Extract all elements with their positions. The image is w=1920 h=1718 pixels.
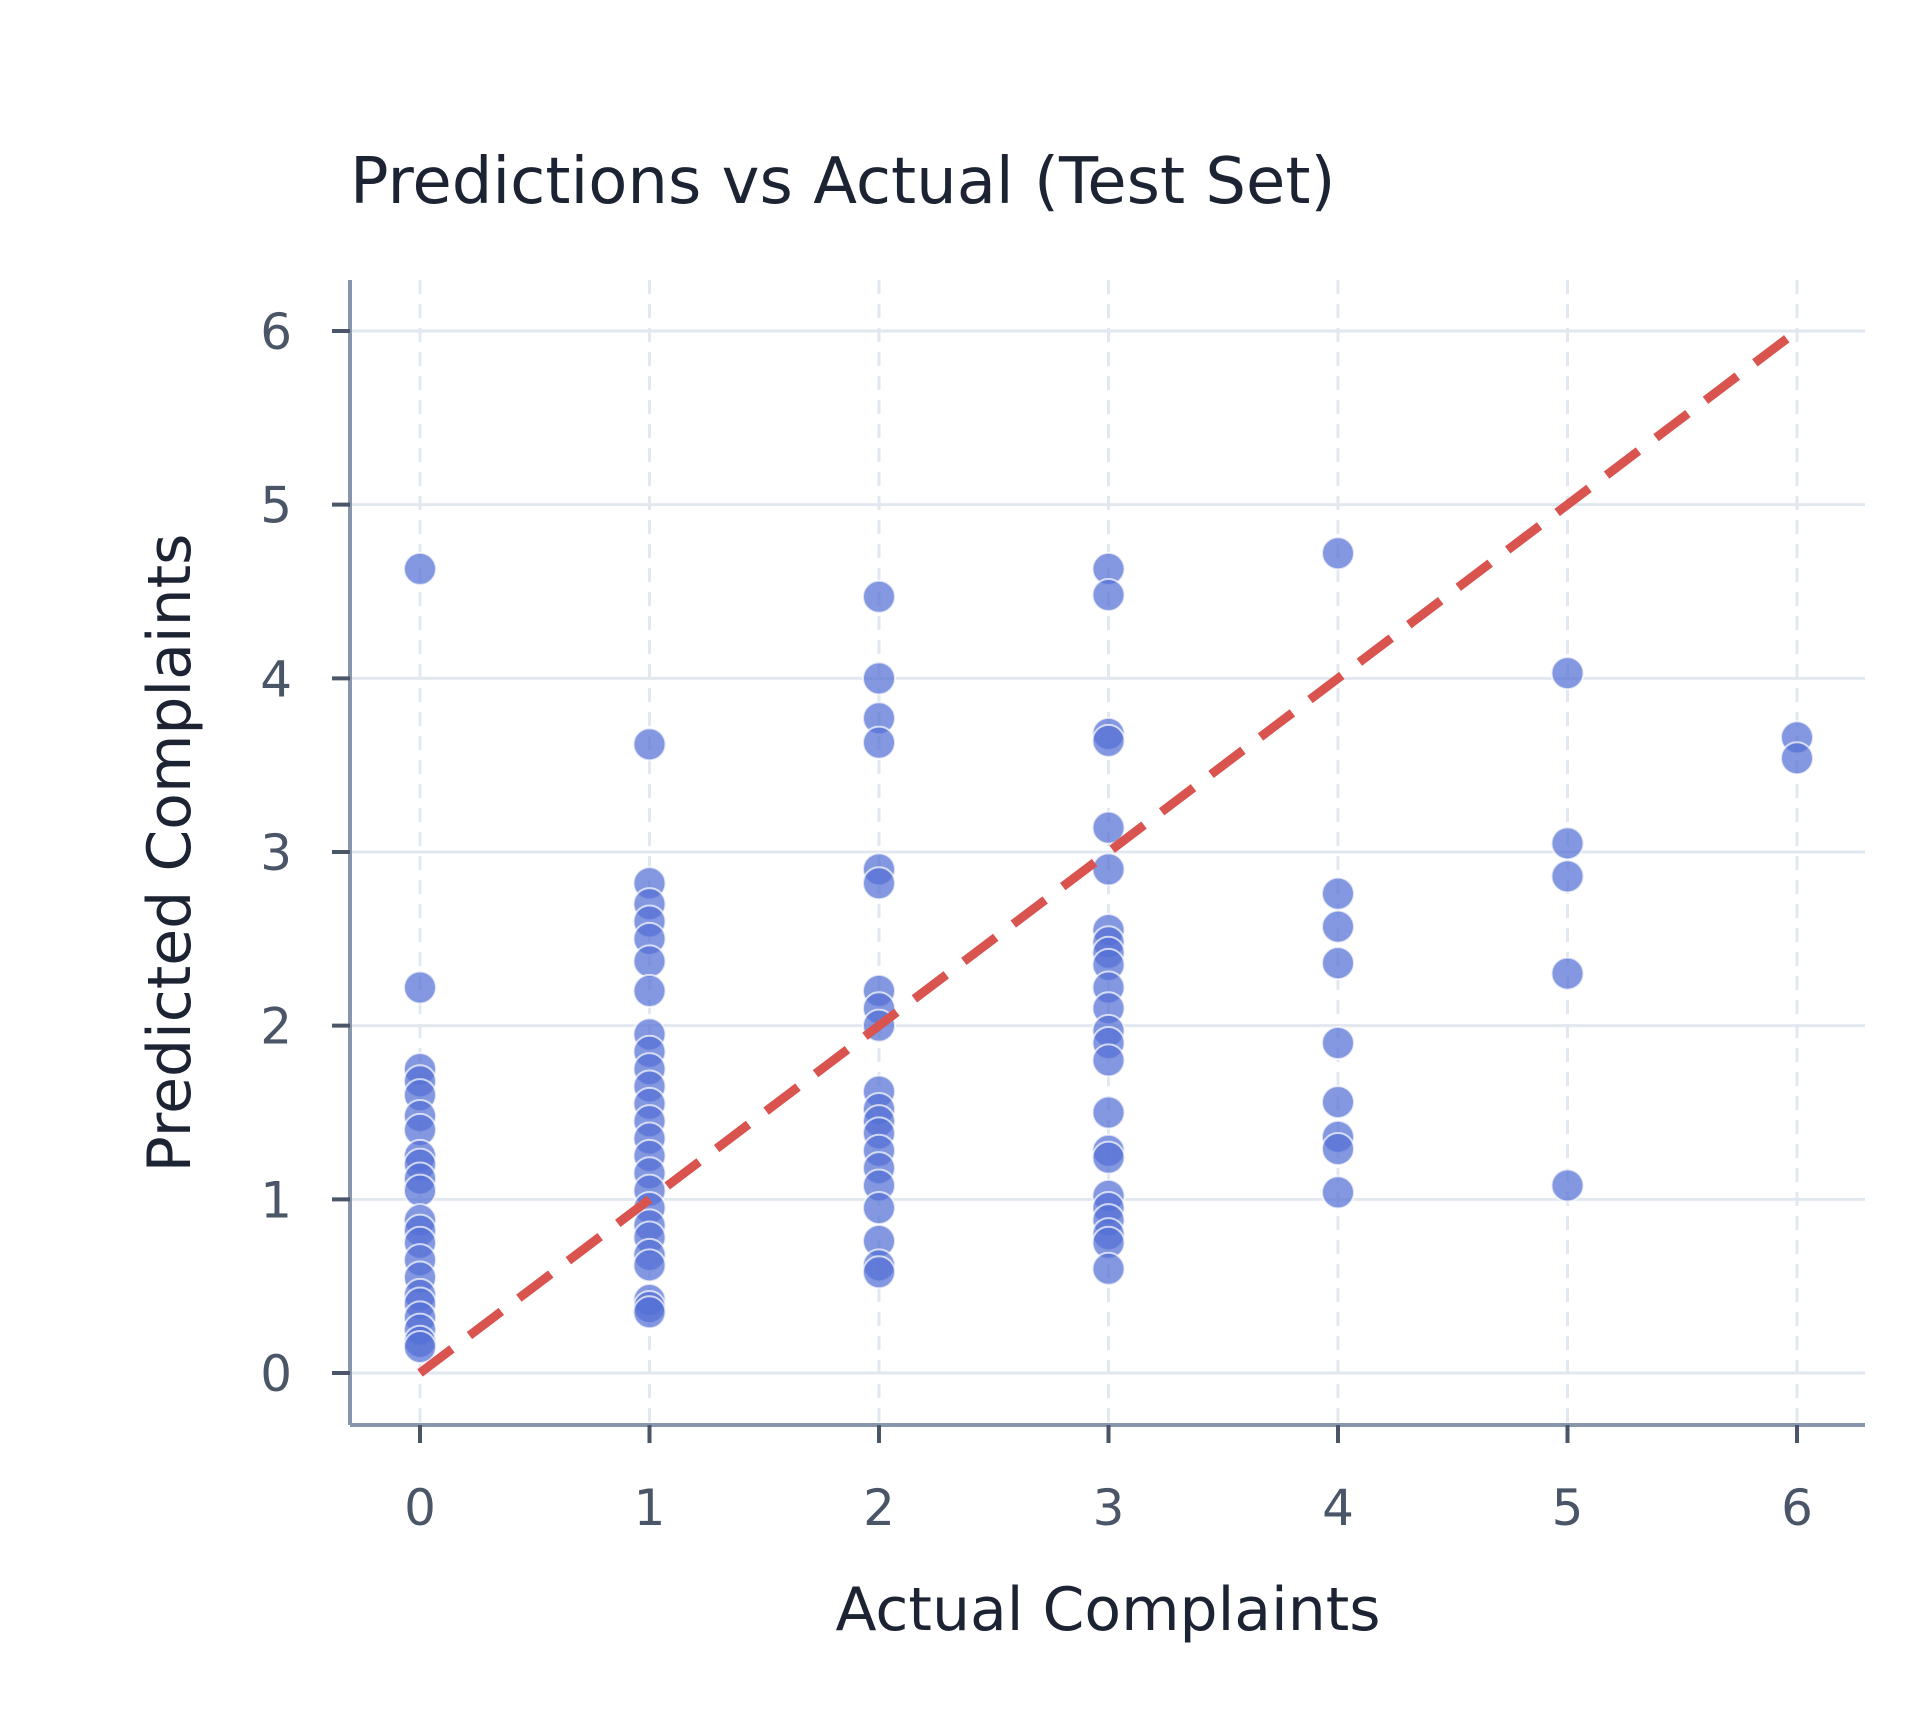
data-point bbox=[862, 661, 896, 696]
data-point bbox=[1550, 1168, 1585, 1203]
data-point bbox=[1321, 909, 1355, 944]
data-point bbox=[1091, 1251, 1126, 1286]
data-point bbox=[862, 579, 896, 614]
y-tick-label-2: 2 bbox=[260, 998, 292, 1056]
x-tick-label-1: 1 bbox=[634, 1479, 666, 1537]
data-point bbox=[1091, 1043, 1126, 1078]
data-point bbox=[862, 1255, 896, 1290]
x-tick-label-4: 4 bbox=[1322, 1479, 1354, 1537]
data-point bbox=[1321, 536, 1355, 571]
x-axis-label: Actual Complaints bbox=[835, 1575, 1380, 1645]
data-point bbox=[632, 944, 667, 979]
y-tick-label-5: 5 bbox=[260, 477, 292, 535]
data-point bbox=[1091, 577, 1126, 612]
data-point bbox=[862, 725, 896, 760]
data-point bbox=[1321, 876, 1355, 911]
data-point bbox=[632, 1248, 667, 1283]
data-point bbox=[1550, 859, 1585, 894]
x-tick-label-0: 0 bbox=[404, 1479, 436, 1537]
data-point bbox=[1780, 741, 1814, 776]
data-point bbox=[403, 970, 437, 1005]
data-point bbox=[632, 973, 667, 1008]
points-layer bbox=[403, 536, 1814, 1364]
data-point bbox=[1321, 1131, 1355, 1166]
data-point bbox=[1550, 656, 1585, 691]
y-axis-label: Predicted Complaints bbox=[135, 534, 205, 1173]
data-point bbox=[1321, 946, 1355, 981]
data-point bbox=[632, 1295, 667, 1330]
x-tick-label-6: 6 bbox=[1781, 1479, 1813, 1537]
data-point bbox=[1321, 1175, 1355, 1210]
y-tick-label-1: 1 bbox=[260, 1171, 292, 1229]
data-point bbox=[632, 727, 667, 762]
data-point bbox=[1091, 723, 1126, 758]
data-point bbox=[403, 1173, 437, 1208]
x-tick-label-3: 3 bbox=[1093, 1479, 1125, 1537]
reference-line bbox=[417, 327, 1800, 1377]
data-point bbox=[1091, 1095, 1126, 1130]
data-point bbox=[1550, 956, 1585, 991]
data-point bbox=[1550, 826, 1585, 861]
data-point bbox=[1091, 1140, 1126, 1175]
x-tick-label-5: 5 bbox=[1552, 1479, 1584, 1537]
x-tick-label-2: 2 bbox=[863, 1479, 895, 1537]
data-point bbox=[1091, 810, 1126, 845]
data-point bbox=[1321, 1026, 1355, 1061]
ticks-layer: 0 1 2 3 4 5 6 0 1 2 3 4 5 6 bbox=[260, 303, 1813, 1537]
data-point bbox=[403, 1329, 437, 1364]
data-point bbox=[1091, 852, 1126, 887]
y-tick-label-6: 6 bbox=[260, 303, 292, 361]
data-point bbox=[862, 866, 896, 901]
data-point bbox=[403, 551, 437, 586]
y-tick-label-3: 3 bbox=[260, 824, 292, 882]
data-point bbox=[862, 1191, 896, 1226]
chart-title: Predictions vs Actual (Test Set) bbox=[350, 145, 1335, 219]
y-tick-label-0: 0 bbox=[260, 1345, 292, 1403]
data-point bbox=[1321, 1085, 1355, 1120]
y-tick-label-4: 4 bbox=[260, 650, 292, 708]
